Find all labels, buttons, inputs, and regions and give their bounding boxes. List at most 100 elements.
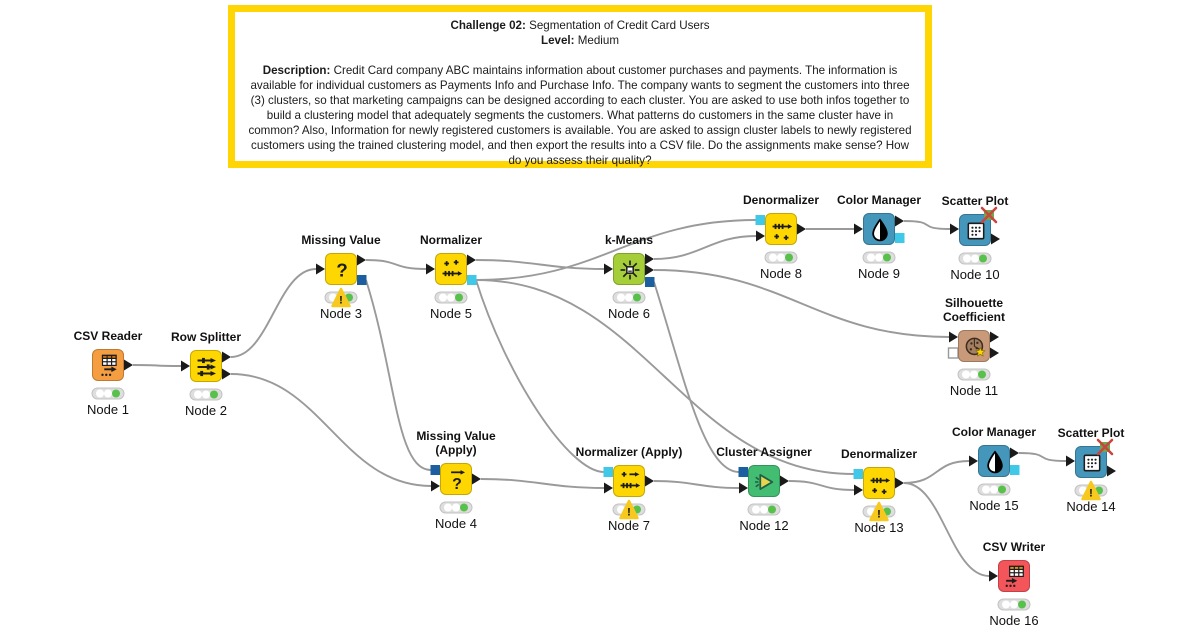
node-normalizer-apply[interactable] bbox=[613, 465, 645, 497]
output-port-data[interactable] bbox=[222, 368, 231, 380]
connection-wire[interactable] bbox=[653, 235, 757, 260]
connection-wire[interactable] bbox=[132, 364, 182, 367]
node-kmeans[interactable] bbox=[613, 253, 645, 285]
connection-wire[interactable] bbox=[365, 259, 427, 270]
connection-wire[interactable] bbox=[475, 219, 757, 281]
node-status-traffic-light bbox=[954, 364, 994, 391]
node-number: Node 4 bbox=[435, 516, 477, 531]
input-port-data[interactable] bbox=[854, 223, 863, 235]
node-label: Denormalizer bbox=[840, 447, 918, 461]
node-label: Missing Value (Apply) bbox=[416, 429, 496, 457]
node-scatter-plot[interactable] bbox=[1075, 446, 1107, 478]
node-denormalizer[interactable] bbox=[863, 467, 895, 499]
node-csv-writer[interactable] bbox=[998, 560, 1030, 592]
input-port-data[interactable] bbox=[854, 484, 863, 496]
output-port-data[interactable] bbox=[467, 254, 476, 266]
output-port-data[interactable] bbox=[797, 223, 806, 235]
input-port-data[interactable] bbox=[604, 482, 613, 494]
node-silhouette[interactable] bbox=[958, 330, 990, 362]
node-missing-value-apply[interactable]: ? bbox=[440, 463, 472, 495]
node-csv-reader[interactable] bbox=[92, 349, 124, 381]
node-number: Node 10 bbox=[950, 267, 1000, 282]
node-row-splitter[interactable] bbox=[190, 350, 222, 382]
warning-icon bbox=[869, 501, 889, 522]
output-port-model-cyan[interactable] bbox=[467, 275, 477, 285]
connection-wire[interactable] bbox=[230, 373, 432, 487]
input-port-data[interactable] bbox=[426, 263, 435, 275]
input-port-data[interactable] bbox=[949, 331, 958, 343]
silhouette-icon bbox=[965, 337, 986, 357]
connection-wire[interactable] bbox=[903, 482, 990, 577]
input-port-data[interactable] bbox=[739, 482, 748, 494]
connection-wire[interactable] bbox=[653, 281, 740, 473]
input-port-model-dark[interactable] bbox=[738, 467, 749, 477]
connection-wire[interactable] bbox=[653, 269, 950, 338]
node-status-traffic-light bbox=[859, 247, 899, 274]
output-port-model-cyan[interactable] bbox=[1010, 465, 1020, 475]
connection-wire[interactable] bbox=[230, 268, 317, 358]
connection-wire[interactable] bbox=[480, 478, 605, 489]
input-port-data[interactable] bbox=[989, 570, 998, 582]
input-port-model-cyan[interactable] bbox=[755, 215, 766, 225]
output-port-data[interactable] bbox=[472, 473, 481, 485]
output-port-data[interactable] bbox=[895, 477, 904, 489]
input-port-data[interactable] bbox=[431, 480, 440, 492]
workflow-annotation[interactable]: Challenge 02: Segmentation of Credit Car… bbox=[228, 5, 932, 168]
node-status-traffic-light bbox=[436, 497, 476, 524]
connection-wire[interactable] bbox=[475, 279, 605, 473]
connection-wire[interactable] bbox=[903, 220, 951, 230]
input-port-model-cyan[interactable] bbox=[603, 467, 614, 477]
connection-wire[interactable] bbox=[475, 259, 605, 270]
warning-icon bbox=[331, 287, 351, 308]
input-port-data[interactable] bbox=[316, 263, 325, 275]
output-port-data[interactable] bbox=[222, 351, 231, 363]
output-port-data[interactable] bbox=[645, 264, 654, 276]
node-color-manager[interactable] bbox=[978, 445, 1010, 477]
input-port-data[interactable] bbox=[181, 360, 190, 372]
node-status-traffic-light: ! bbox=[609, 499, 649, 526]
output-port-data[interactable] bbox=[1010, 447, 1019, 459]
node-denormalizer[interactable] bbox=[765, 213, 797, 245]
output-port-model-dark[interactable] bbox=[357, 275, 367, 285]
output-port-data[interactable] bbox=[990, 331, 999, 343]
input-port-data[interactable] bbox=[756, 230, 765, 242]
connection-wire[interactable] bbox=[475, 279, 855, 475]
output-port-data[interactable] bbox=[645, 475, 654, 487]
node-status-traffic-light bbox=[994, 594, 1034, 621]
node-color-manager[interactable] bbox=[863, 213, 895, 245]
input-port-model-cyan[interactable] bbox=[853, 469, 864, 479]
output-port-data[interactable] bbox=[780, 475, 789, 487]
connection-wire[interactable] bbox=[788, 480, 855, 491]
output-port-data[interactable] bbox=[645, 253, 654, 265]
connection-wire[interactable] bbox=[903, 460, 970, 484]
output-port-model-dark[interactable] bbox=[645, 277, 655, 287]
warning-icon bbox=[619, 499, 639, 520]
svg-text:!: ! bbox=[627, 507, 631, 519]
node-number: Node 8 bbox=[760, 266, 802, 281]
output-port-model-cyan[interactable] bbox=[895, 233, 905, 243]
input-port-data[interactable] bbox=[950, 223, 959, 235]
node-number: Node 7 bbox=[608, 518, 650, 533]
output-port-data[interactable] bbox=[895, 215, 904, 227]
output-port-data[interactable] bbox=[357, 254, 366, 266]
node-status-traffic-light bbox=[761, 247, 801, 274]
connection-wire[interactable] bbox=[1018, 452, 1067, 462]
output-port-data[interactable] bbox=[1107, 465, 1116, 477]
input-port-data[interactable] bbox=[969, 455, 978, 467]
node-missing-value[interactable]: ? bbox=[325, 253, 357, 285]
input-port-data[interactable] bbox=[604, 263, 613, 275]
node-status-traffic-light bbox=[609, 287, 649, 314]
output-port-data[interactable] bbox=[990, 347, 999, 359]
node-normalizer[interactable] bbox=[435, 253, 467, 285]
output-port-data[interactable] bbox=[124, 359, 133, 371]
input-port-model-dark[interactable] bbox=[430, 465, 441, 475]
node-label: Missing Value bbox=[301, 233, 381, 247]
node-status-traffic-light bbox=[431, 287, 471, 314]
output-port-data[interactable] bbox=[991, 233, 1000, 245]
node-label: Color Manager bbox=[836, 193, 921, 207]
input-port-data[interactable] bbox=[1066, 455, 1075, 467]
connection-wire[interactable] bbox=[653, 480, 740, 489]
node-cluster-assigner[interactable] bbox=[748, 465, 780, 497]
connection-wire[interactable] bbox=[365, 279, 432, 471]
